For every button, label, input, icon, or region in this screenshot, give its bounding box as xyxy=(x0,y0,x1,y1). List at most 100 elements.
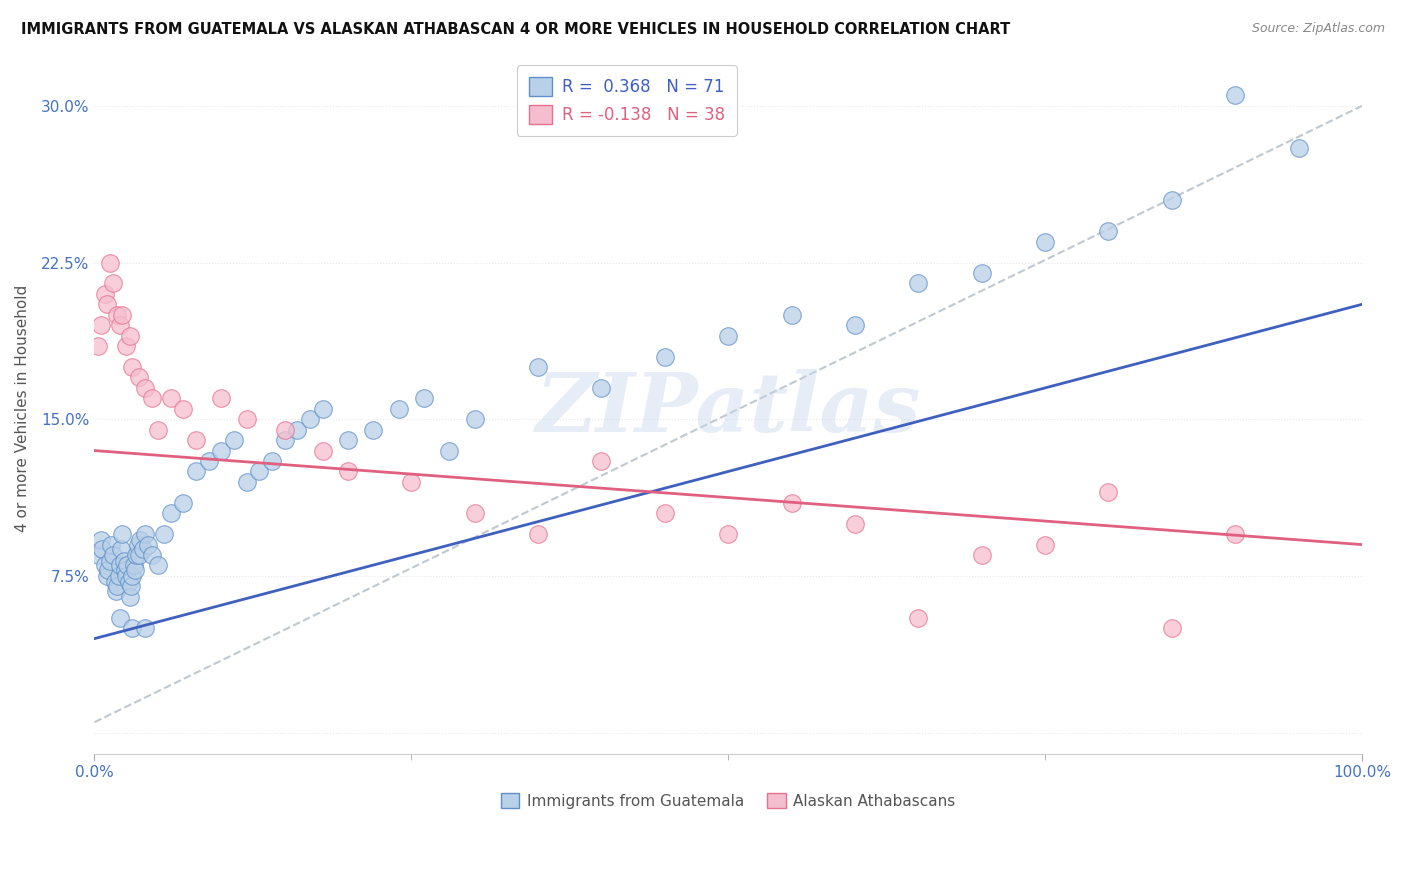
Point xyxy=(146,558,169,573)
Point xyxy=(115,569,138,583)
Point xyxy=(118,590,141,604)
Point xyxy=(110,541,132,556)
Point xyxy=(209,392,232,406)
Point xyxy=(105,579,128,593)
Point xyxy=(907,277,929,291)
Point xyxy=(90,533,112,548)
Point xyxy=(591,454,613,468)
Point xyxy=(118,575,141,590)
Point xyxy=(527,359,550,374)
Point xyxy=(235,475,257,489)
Point xyxy=(134,381,156,395)
Point xyxy=(285,423,308,437)
Point xyxy=(464,506,486,520)
Point xyxy=(336,465,359,479)
Point xyxy=(115,339,138,353)
Point xyxy=(108,318,131,333)
Point xyxy=(103,277,125,291)
Point xyxy=(121,621,143,635)
Point xyxy=(134,621,156,635)
Point xyxy=(184,433,207,447)
Point xyxy=(464,412,486,426)
Point xyxy=(108,558,131,573)
Point xyxy=(90,318,112,333)
Point xyxy=(654,506,676,520)
Point xyxy=(1097,485,1119,500)
Point xyxy=(120,579,142,593)
Point xyxy=(413,392,436,406)
Point xyxy=(146,423,169,437)
Point xyxy=(97,563,120,577)
Point xyxy=(388,401,411,416)
Point xyxy=(844,318,866,333)
Point xyxy=(197,454,219,468)
Point xyxy=(96,569,118,583)
Point xyxy=(209,443,232,458)
Point xyxy=(111,308,134,322)
Point xyxy=(907,611,929,625)
Point xyxy=(1160,193,1182,207)
Point xyxy=(717,328,740,343)
Point xyxy=(128,548,150,562)
Point xyxy=(159,506,181,520)
Point xyxy=(98,255,121,269)
Point xyxy=(96,297,118,311)
Point xyxy=(107,569,129,583)
Legend: Immigrants from Guatemala, Alaskan Athabascans: Immigrants from Guatemala, Alaskan Athab… xyxy=(495,787,962,814)
Point xyxy=(401,475,423,489)
Point xyxy=(131,541,153,556)
Point xyxy=(184,465,207,479)
Point xyxy=(87,339,110,353)
Point xyxy=(1160,621,1182,635)
Point xyxy=(91,541,114,556)
Point xyxy=(363,423,385,437)
Point xyxy=(439,443,461,458)
Point xyxy=(100,538,122,552)
Point xyxy=(1033,538,1056,552)
Point xyxy=(844,516,866,531)
Point xyxy=(125,548,148,562)
Point xyxy=(591,381,613,395)
Point xyxy=(129,533,152,548)
Point xyxy=(172,496,194,510)
Point xyxy=(260,454,283,468)
Point xyxy=(124,563,146,577)
Point xyxy=(128,370,150,384)
Point xyxy=(111,527,134,541)
Point xyxy=(127,538,149,552)
Point xyxy=(141,392,163,406)
Point xyxy=(87,548,110,562)
Point xyxy=(311,443,333,458)
Point xyxy=(717,527,740,541)
Point xyxy=(105,308,128,322)
Point xyxy=(93,286,115,301)
Point xyxy=(105,583,128,598)
Point xyxy=(117,558,139,573)
Point xyxy=(104,575,127,590)
Point xyxy=(93,558,115,573)
Point xyxy=(114,563,136,577)
Point xyxy=(970,266,993,280)
Point xyxy=(98,554,121,568)
Point xyxy=(298,412,321,426)
Point xyxy=(1033,235,1056,249)
Point xyxy=(108,611,131,625)
Text: ZIPatlas: ZIPatlas xyxy=(536,368,921,449)
Point xyxy=(1097,224,1119,238)
Point xyxy=(654,350,676,364)
Point xyxy=(112,554,135,568)
Text: IMMIGRANTS FROM GUATEMALA VS ALASKAN ATHABASCAN 4 OR MORE VEHICLES IN HOUSEHOLD : IMMIGRANTS FROM GUATEMALA VS ALASKAN ATH… xyxy=(21,22,1011,37)
Point xyxy=(159,392,181,406)
Point xyxy=(273,423,295,437)
Point xyxy=(247,465,270,479)
Point xyxy=(103,548,125,562)
Y-axis label: 4 or more Vehicles in Household: 4 or more Vehicles in Household xyxy=(15,285,30,533)
Point xyxy=(141,548,163,562)
Point xyxy=(1225,527,1247,541)
Point xyxy=(153,527,176,541)
Point xyxy=(311,401,333,416)
Point xyxy=(222,433,245,447)
Point xyxy=(780,496,803,510)
Point xyxy=(780,308,803,322)
Point xyxy=(172,401,194,416)
